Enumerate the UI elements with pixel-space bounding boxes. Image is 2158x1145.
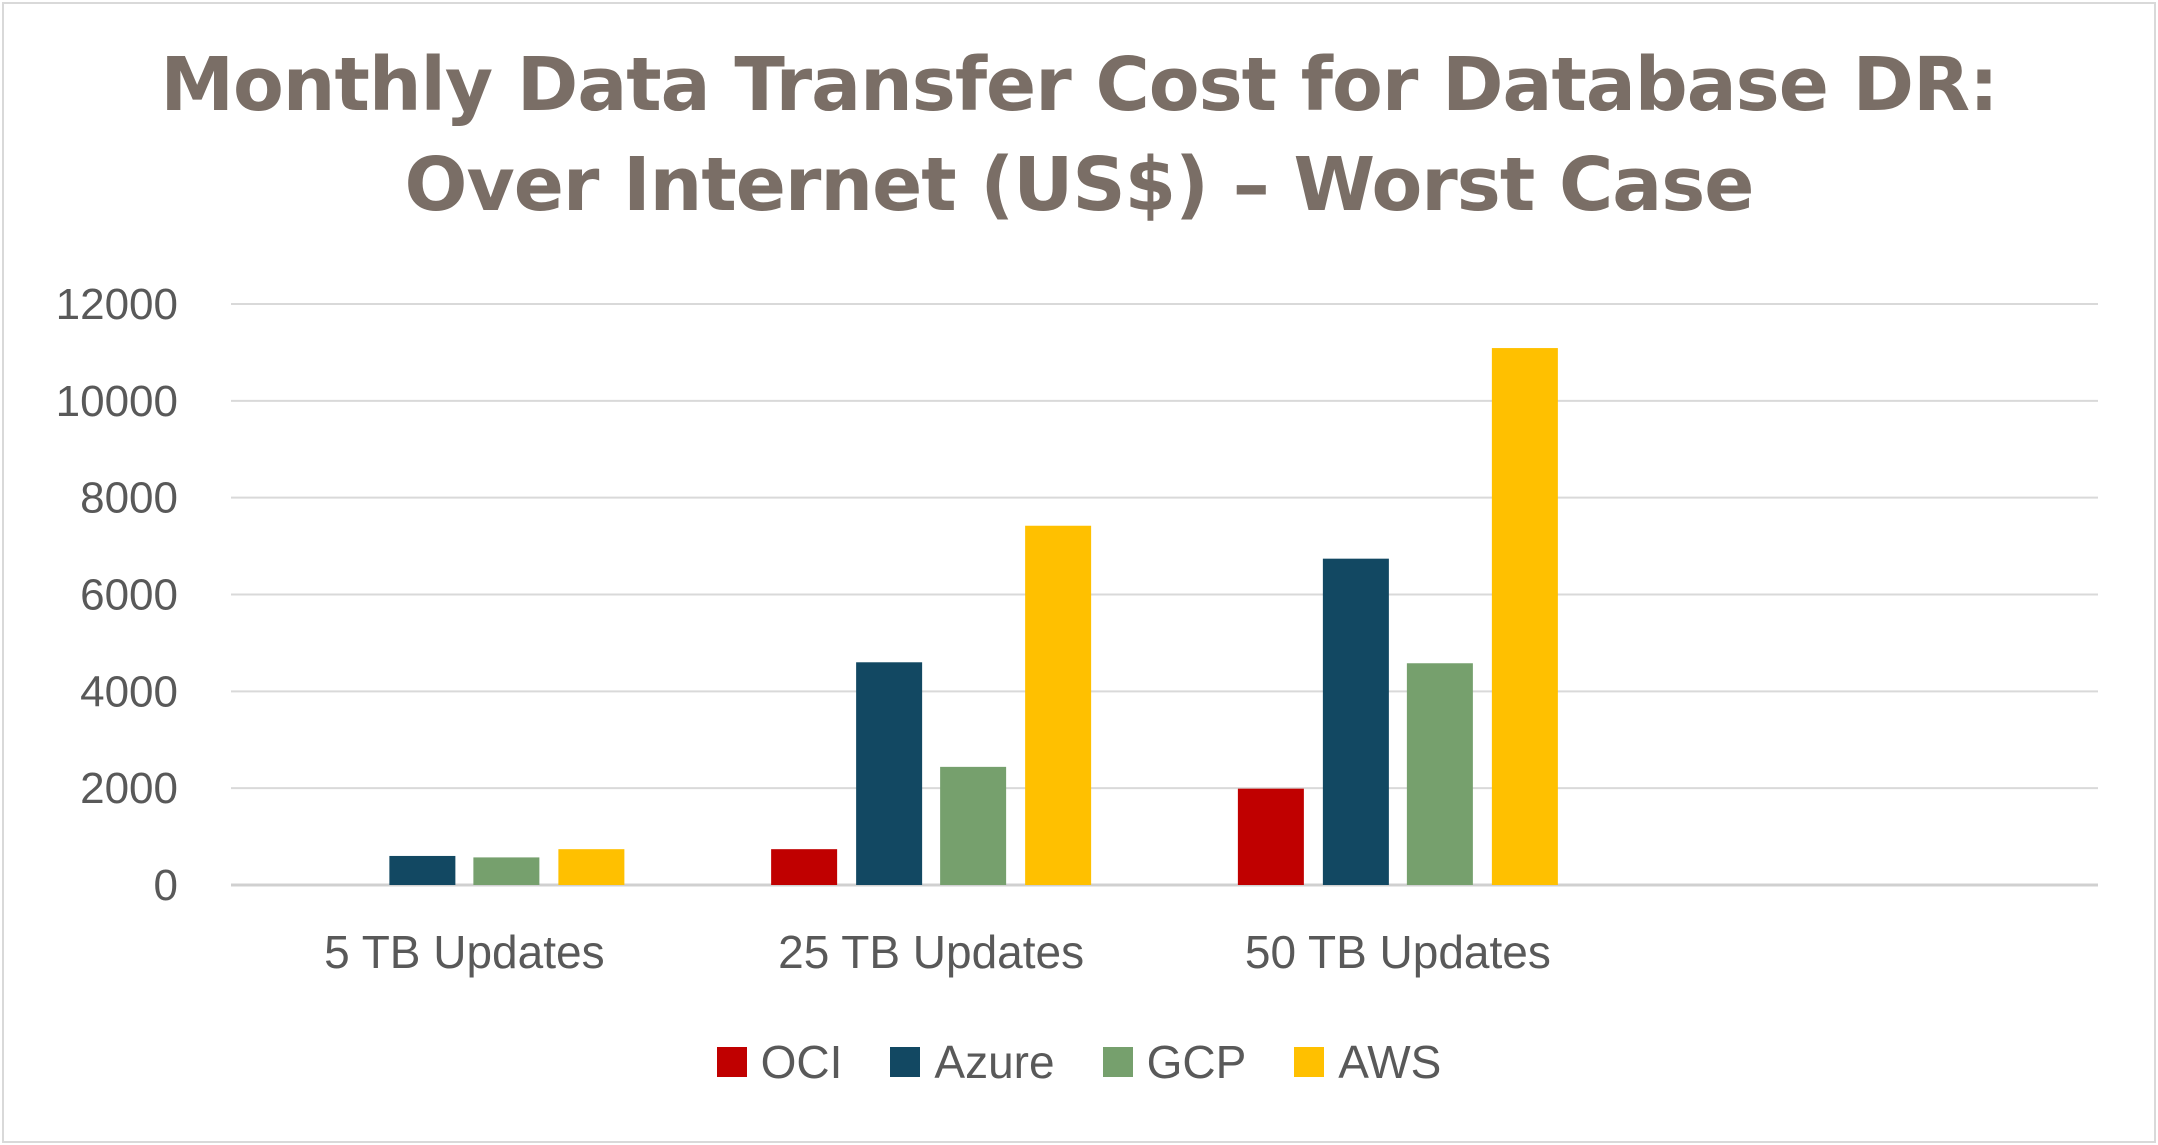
y-tick-label: 8000: [80, 474, 178, 523]
legend-item-oci: OCI: [716, 1035, 843, 1089]
legend-item-aws: AWS: [1294, 1035, 1441, 1089]
legend-swatch: [716, 1047, 747, 1077]
bar-oci: [1237, 788, 1304, 885]
y-tick-label: 10000: [56, 377, 178, 426]
x-tick-label: 25 TB Updates: [778, 926, 1084, 978]
legend-swatch: [1102, 1047, 1133, 1077]
y-tick-label: 4000: [80, 667, 178, 716]
legend-item-gcp: GCP: [1102, 1035, 1247, 1089]
legend-item-azure: Azure: [890, 1035, 1055, 1089]
chart-title-line-1: Monthly Data Transfer Cost for Database …: [160, 42, 1998, 128]
chart-title-line-2: Over Internet (US$) – Worst Case: [404, 142, 1755, 228]
legend-label: Azure: [934, 1036, 1055, 1088]
bar-azure: [1322, 558, 1389, 885]
legend: OCI Azure GCP AWS: [0, 1035, 2158, 1089]
bar-gcp: [473, 857, 540, 885]
bar-azure: [389, 855, 456, 885]
legend-label: GCP: [1146, 1036, 1247, 1088]
bar-oci: [771, 849, 838, 885]
legend-swatch: [890, 1047, 921, 1077]
y-tick-label: 12000: [56, 280, 178, 329]
bar-aws: [1025, 525, 1092, 885]
legend-label: OCI: [760, 1036, 843, 1088]
bar-gcp: [1406, 663, 1473, 885]
x-tick-label: 50 TB Updates: [1245, 926, 1551, 978]
bar-aws: [1491, 348, 1558, 885]
legend-label: AWS: [1338, 1036, 1442, 1088]
legend-swatch: [1294, 1047, 1325, 1077]
y-tick-label: 0: [154, 861, 178, 910]
y-tick-label: 2000: [80, 764, 178, 813]
bar-gcp: [940, 766, 1007, 885]
x-tick-label: 5 TB Updates: [324, 926, 604, 978]
y-tick-label: 6000: [80, 571, 178, 620]
bar-aws: [558, 849, 625, 885]
bar-azure: [856, 662, 923, 885]
